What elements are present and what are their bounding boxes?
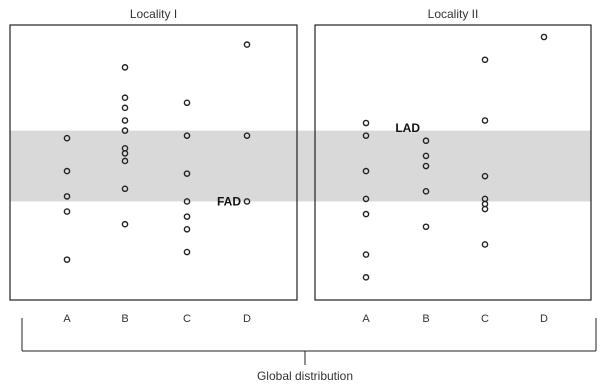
panel-title: Locality I xyxy=(130,7,177,21)
data-point xyxy=(121,94,129,102)
data-point xyxy=(243,132,251,139)
data-point xyxy=(362,274,370,281)
data-point xyxy=(422,137,430,145)
data-point xyxy=(481,172,489,180)
global-distribution-bracket xyxy=(21,318,597,365)
caption: Global distribution xyxy=(257,369,353,383)
data-point xyxy=(481,241,489,248)
data-point xyxy=(362,210,370,218)
data-point xyxy=(481,117,489,124)
x-tick-label: D xyxy=(540,313,548,325)
data-point xyxy=(121,157,129,165)
x-tick-label: B xyxy=(121,313,128,325)
annotation-label: LAD xyxy=(395,121,420,135)
x-tick-label: A xyxy=(362,313,370,325)
data-point xyxy=(121,220,129,228)
data-point xyxy=(121,150,129,157)
x-tick-label: D xyxy=(243,313,251,325)
data-point xyxy=(63,167,71,175)
shaded-band xyxy=(10,130,591,202)
annotation-label: FAD xyxy=(217,194,241,208)
data-point xyxy=(243,41,251,48)
data-point xyxy=(481,56,489,64)
data-point xyxy=(362,167,370,175)
data-point xyxy=(183,198,191,205)
x-tick-label: B xyxy=(422,313,429,325)
data-point xyxy=(121,64,129,71)
data-point xyxy=(243,198,251,205)
data-point xyxy=(121,117,129,124)
data-point xyxy=(183,132,191,139)
data-point xyxy=(121,127,129,134)
data-point xyxy=(362,251,370,258)
x-tick-label: C xyxy=(183,313,191,325)
data-point xyxy=(63,208,71,215)
data-point xyxy=(183,99,191,107)
panel-title: Locality II xyxy=(428,7,479,21)
data-point xyxy=(362,132,370,139)
data-point xyxy=(422,162,430,170)
data-point xyxy=(121,104,129,112)
data-point xyxy=(63,134,71,142)
x-tick-label: A xyxy=(63,313,71,325)
data-point xyxy=(183,170,191,177)
data-point xyxy=(422,223,430,231)
data-point xyxy=(183,248,191,256)
x-tick-label: C xyxy=(481,313,489,325)
data-point xyxy=(422,188,430,195)
panel-1: Locality I A B C D FAD xyxy=(9,7,298,325)
data-point xyxy=(121,185,129,193)
data-point xyxy=(540,33,548,41)
panel-2: Locality II A B C D LAD xyxy=(314,7,592,325)
data-point xyxy=(183,225,191,233)
data-point xyxy=(481,205,489,213)
data-point xyxy=(183,213,191,220)
data-point xyxy=(63,256,71,263)
data-point xyxy=(422,152,430,160)
data-point xyxy=(362,195,370,203)
data-point xyxy=(63,193,71,200)
panel-frame xyxy=(314,24,592,301)
panel-frame xyxy=(9,24,298,301)
data-point xyxy=(362,119,370,127)
